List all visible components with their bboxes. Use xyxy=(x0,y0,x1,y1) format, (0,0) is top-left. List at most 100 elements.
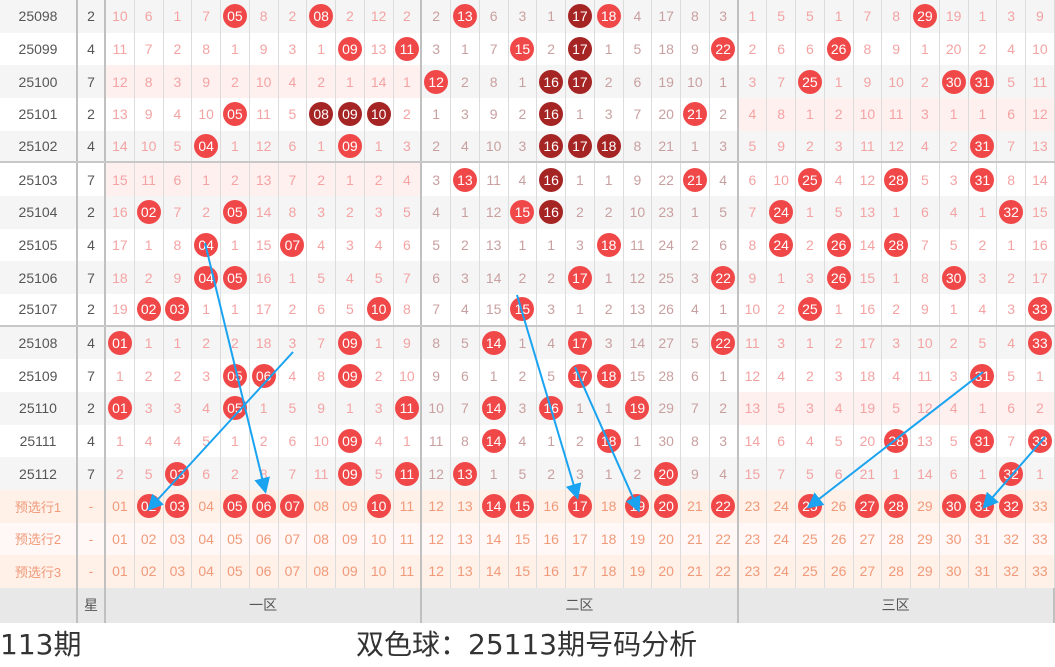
preselect-number[interactable]: 07 xyxy=(279,555,308,588)
preselect-number[interactable]: 14 xyxy=(480,489,509,523)
selected-ball[interactable]: 28 xyxy=(884,494,909,519)
preselect-number[interactable]: 33 xyxy=(1026,522,1055,556)
preselect-number[interactable]: 17 xyxy=(566,489,595,523)
selected-ball[interactable]: 15 xyxy=(510,494,535,519)
preselect-number[interactable]: 04 xyxy=(192,522,221,556)
selected-ball[interactable]: 03 xyxy=(165,494,190,519)
preselect-number[interactable]: 26 xyxy=(825,489,854,523)
preselect-number[interactable]: 06 xyxy=(250,555,279,588)
preselect-number[interactable]: 02 xyxy=(135,522,164,556)
preselect-number[interactable]: 16 xyxy=(537,555,566,588)
preselect-number[interactable]: 29 xyxy=(911,555,940,588)
preselect-number[interactable]: 31 xyxy=(969,522,998,556)
selected-ball[interactable]: 22 xyxy=(711,494,736,519)
selected-ball[interactable]: 10 xyxy=(366,494,391,519)
preselect-number[interactable]: 17 xyxy=(566,522,595,556)
preselect-number[interactable]: 19 xyxy=(624,489,653,523)
preselect-number[interactable]: 33 xyxy=(1026,555,1055,588)
preselect-number[interactable]: 06 xyxy=(250,522,279,556)
preselect-number[interactable]: 11 xyxy=(394,555,423,588)
preselect-number[interactable]: 32 xyxy=(997,522,1026,556)
selected-ball[interactable]: 20 xyxy=(654,494,679,519)
preselect-number[interactable]: 25 xyxy=(796,489,825,523)
selected-ball[interactable]: 06 xyxy=(251,494,276,519)
preselect-number[interactable]: 13 xyxy=(451,555,480,588)
preselect-number[interactable]: 28 xyxy=(882,555,911,588)
preselect-number[interactable]: 26 xyxy=(825,555,854,588)
preselect-number[interactable]: 08 xyxy=(307,489,336,523)
preselect-number[interactable]: 19 xyxy=(624,555,653,588)
preselect-number[interactable]: 18 xyxy=(595,522,624,556)
selected-ball[interactable]: 05 xyxy=(222,494,247,519)
selected-ball[interactable]: 30 xyxy=(941,494,966,519)
preselect-number[interactable]: 12 xyxy=(422,489,451,523)
preselect-number[interactable]: 02 xyxy=(135,489,164,523)
preselect-number[interactable]: 20 xyxy=(652,489,681,523)
preselect-number[interactable]: 23 xyxy=(739,489,768,523)
selected-ball[interactable]: 25 xyxy=(797,494,822,519)
preselect-number[interactable]: 22 xyxy=(710,522,739,556)
preselect-number[interactable]: 01 xyxy=(106,489,135,523)
preselect-number[interactable]: 08 xyxy=(307,522,336,556)
preselect-number[interactable]: 21 xyxy=(681,555,710,588)
preselect-number[interactable]: 11 xyxy=(394,489,423,523)
preselect-number[interactable]: 24 xyxy=(767,522,796,556)
preselect-number[interactable]: 30 xyxy=(940,489,969,523)
preselect-number[interactable]: 21 xyxy=(681,522,710,556)
preselect-number[interactable]: 16 xyxy=(537,522,566,556)
selected-ball[interactable]: 32 xyxy=(999,494,1024,519)
selected-ball[interactable]: 27 xyxy=(855,494,880,519)
preselect-number[interactable]: 02 xyxy=(135,555,164,588)
preselect-number[interactable]: 20 xyxy=(652,522,681,556)
selected-ball[interactable]: 14 xyxy=(481,494,506,519)
preselect-number[interactable]: 17 xyxy=(566,555,595,588)
preselect-number[interactable]: 31 xyxy=(969,555,998,588)
preselect-number[interactable]: 22 xyxy=(710,555,739,588)
preselect-number[interactable]: 09 xyxy=(336,555,365,588)
preselect-number[interactable]: 28 xyxy=(882,489,911,523)
preselect-number[interactable]: 04 xyxy=(192,555,221,588)
preselect-number[interactable]: 25 xyxy=(796,522,825,556)
preselect-number[interactable]: 06 xyxy=(250,489,279,523)
preselect-number[interactable]: 05 xyxy=(221,555,250,588)
preselect-number[interactable]: 26 xyxy=(825,522,854,556)
preselect-number[interactable]: 12 xyxy=(422,522,451,556)
preselect-number[interactable]: 21 xyxy=(681,489,710,523)
preselect-number[interactable]: 27 xyxy=(854,555,883,588)
preselect-number[interactable]: 22 xyxy=(710,489,739,523)
preselect-number[interactable]: 08 xyxy=(307,555,336,588)
preselect-number[interactable]: 31 xyxy=(969,489,998,523)
preselect-number[interactable]: 05 xyxy=(221,522,250,556)
preselect-number[interactable]: 03 xyxy=(164,555,193,588)
preselect-number[interactable]: 03 xyxy=(164,522,193,556)
preselect-number[interactable]: 01 xyxy=(106,522,135,556)
preselect-number[interactable]: 18 xyxy=(595,555,624,588)
preselect-number[interactable]: 13 xyxy=(451,522,480,556)
preselect-number[interactable]: 03 xyxy=(164,489,193,523)
preselect-number[interactable]: 11 xyxy=(394,522,423,556)
preselect-number[interactable]: 23 xyxy=(739,555,768,588)
preselect-number[interactable]: 30 xyxy=(940,555,969,588)
preselect-number[interactable]: 27 xyxy=(854,489,883,523)
preselect-number[interactable]: 15 xyxy=(509,522,538,556)
preselect-number[interactable]: 33 xyxy=(1026,489,1055,523)
preselect-number[interactable]: 30 xyxy=(940,522,969,556)
preselect-number[interactable]: 23 xyxy=(739,522,768,556)
preselect-number[interactable]: 07 xyxy=(279,489,308,523)
preselect-number[interactable]: 10 xyxy=(365,555,394,588)
preselect-number[interactable]: 14 xyxy=(480,555,509,588)
preselect-number[interactable]: 09 xyxy=(336,489,365,523)
preselect-number[interactable]: 32 xyxy=(997,489,1026,523)
preselect-number[interactable]: 29 xyxy=(911,522,940,556)
preselect-number[interactable]: 05 xyxy=(221,489,250,523)
preselect-number[interactable]: 07 xyxy=(279,522,308,556)
preselect-number[interactable]: 16 xyxy=(537,489,566,523)
preselect-number[interactable]: 20 xyxy=(652,555,681,588)
preselect-number[interactable]: 19 xyxy=(624,522,653,556)
preselect-number[interactable]: 12 xyxy=(422,555,451,588)
preselect-number[interactable]: 04 xyxy=(192,489,221,523)
preselect-number[interactable]: 10 xyxy=(365,522,394,556)
preselect-number[interactable]: 09 xyxy=(336,522,365,556)
preselect-number[interactable]: 28 xyxy=(882,522,911,556)
selected-ball[interactable]: 02 xyxy=(136,494,161,519)
